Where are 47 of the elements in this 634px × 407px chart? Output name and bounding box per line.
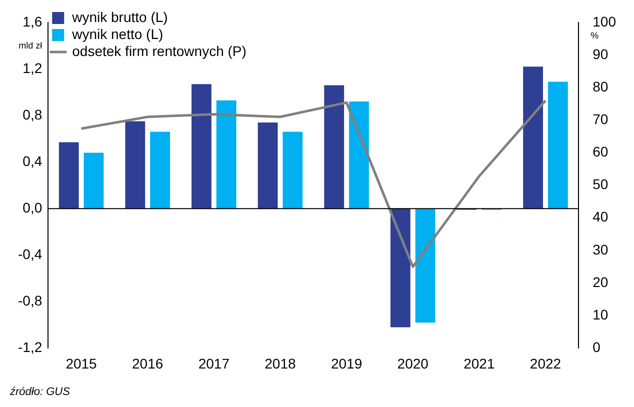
y2-tick-label: 50	[592, 176, 608, 192]
y2-tick-label: 0	[592, 339, 601, 356]
legend-label: wynik brutto (L)	[71, 8, 168, 25]
y-axis-title: mld zł	[18, 40, 42, 50]
bar	[258, 122, 278, 209]
y-tick-label: 0,0	[22, 199, 42, 216]
y2-tick-label: 90	[592, 46, 608, 62]
y2-tick-label: 60	[592, 144, 608, 160]
y2-tick-label: 10	[592, 306, 608, 322]
y-tick-label: -1,2	[18, 339, 42, 356]
x-tick-label: 2021	[464, 355, 495, 372]
y2-tick-label: 70	[592, 111, 608, 127]
x-tick-label: 2019	[330, 355, 362, 372]
y2-tick-label: 100	[592, 13, 616, 30]
y-tick-label: -0,8	[18, 292, 42, 309]
bar	[282, 132, 303, 209]
bar	[390, 208, 410, 328]
bar	[324, 85, 344, 209]
y-tick-label: 1,6	[22, 13, 42, 30]
bar	[415, 208, 436, 323]
y-tick-label: 0,4	[22, 152, 42, 169]
bar	[150, 132, 170, 209]
y-tick-label: 1,2	[22, 60, 42, 76]
bar	[216, 100, 236, 209]
y-tick-label: 0,8	[22, 106, 42, 122]
y2-tick-label: 40	[592, 208, 608, 225]
x-tick-label: 2015	[66, 355, 98, 372]
legend-label: odsetek firm rentownych (P)	[72, 42, 246, 59]
y-tick-label: -0,4	[18, 246, 42, 262]
bar	[349, 102, 369, 209]
bar	[548, 82, 568, 209]
text: źródło: GUS	[9, 386, 71, 398]
y2-axis-title: %	[590, 30, 599, 40]
x-tick-label: 2016	[132, 355, 164, 372]
bar	[58, 142, 79, 209]
bar	[84, 152, 104, 209]
y2-tick-label: 30	[592, 241, 608, 258]
legend-label: wynik netto (L)	[71, 26, 164, 42]
bar	[192, 84, 212, 209]
y2-tick-label: 80	[592, 78, 608, 94]
x-tick-label: 2022	[530, 355, 562, 372]
bar	[523, 66, 543, 209]
x-tick-label: 2018	[264, 355, 296, 372]
bar	[125, 121, 146, 209]
x-tick-label: 2020	[397, 355, 429, 372]
y2-tick-label: 20	[592, 274, 608, 290]
x-tick-label: 2017	[198, 355, 230, 372]
